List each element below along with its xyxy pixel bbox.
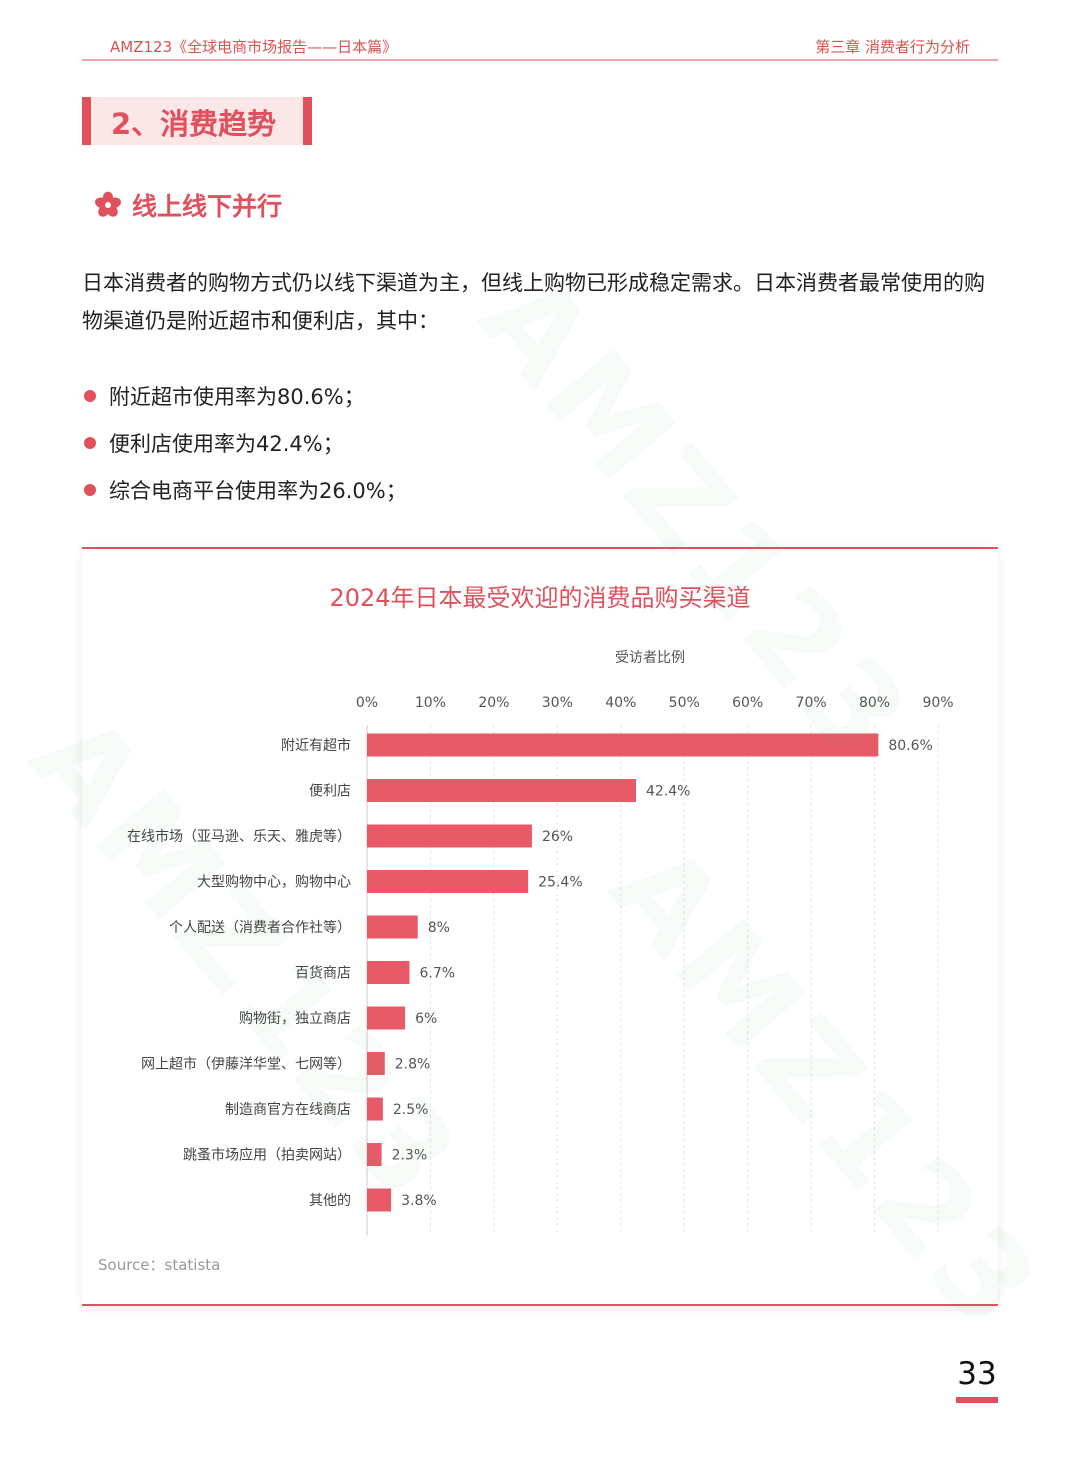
y-category-label: 购物街，独立商店 bbox=[239, 1011, 351, 1027]
page-number-underline bbox=[956, 1397, 998, 1403]
bar-value-label: 80.6% bbox=[888, 738, 932, 754]
bar-value-label: 2.8% bbox=[395, 1057, 431, 1073]
y-category-label: 网上超市（伊藤洋华堂、七网等） bbox=[141, 1056, 351, 1073]
header-chapter-title: 第三章 消费者行为分析 bbox=[815, 38, 970, 56]
bar-chart: 2024年日本最受欢迎的消费品购买渠道 受访者比例 0% 10% 20% 30% 40%… bbox=[98, 584, 954, 1274]
chart-title: 2024年日本最受欢迎的消费品购买渠道 bbox=[329, 584, 750, 612]
y-category-label: 其他的 bbox=[309, 1193, 351, 1209]
bar-value-label: 25.4% bbox=[538, 875, 582, 891]
bar-value-label: 6% bbox=[415, 1011, 437, 1027]
x-tick-label: 80% bbox=[859, 695, 890, 711]
y-category-label: 制造商官方在线商店 bbox=[225, 1102, 351, 1118]
bullet-dot bbox=[84, 436, 96, 449]
chart-source: Source：statista bbox=[98, 1256, 220, 1274]
x-tick-label: 0% bbox=[356, 695, 378, 711]
bar bbox=[367, 1006, 406, 1030]
bar-value-label: 3.8% bbox=[401, 1193, 437, 1209]
bullet-text: 便利店使用率为42.4%； bbox=[109, 431, 344, 456]
bar-value-label: 2.3% bbox=[392, 1148, 428, 1164]
bar bbox=[367, 1052, 385, 1075]
bullet-list: 附近超市使用率为80.6%； 便利店使用率为42.4%； 综合电商平台使用率为2… bbox=[84, 372, 407, 513]
chart-card: 2024年日本最受欢迎的消费品购买渠道 受访者比例 0% 10% 20% 30% 40%… bbox=[82, 547, 998, 1306]
bar bbox=[367, 824, 532, 848]
list-item: 便利店使用率为42.4%； bbox=[84, 419, 407, 466]
y-category-label: 大型购物中心，购物中心 bbox=[197, 875, 351, 891]
sakura-flower-icon bbox=[95, 191, 121, 217]
y-category-label: 百货商店 bbox=[295, 965, 351, 982]
bar bbox=[367, 870, 529, 893]
x-tick-label: 50% bbox=[669, 695, 700, 711]
bar bbox=[367, 1188, 392, 1212]
bar-value-label: 42.4% bbox=[646, 784, 690, 800]
bar-value-label: 8% bbox=[428, 920, 450, 936]
bullet-text: 附近超市使用率为80.6%； bbox=[109, 384, 365, 409]
subheading: 线上线下并行 bbox=[94, 188, 282, 222]
page-number: 33 bbox=[957, 1356, 997, 1392]
section-title-box: 2、消费趋势 bbox=[82, 97, 312, 145]
y-category-label: 附近有超市 bbox=[281, 737, 351, 754]
bullet-dot bbox=[84, 389, 96, 402]
bar bbox=[367, 961, 410, 984]
y-category-label: 跳蚤市场应用（拍卖网站） bbox=[183, 1147, 351, 1164]
y-category-label: 便利店 bbox=[309, 784, 351, 800]
bar bbox=[367, 1143, 382, 1166]
section-title: 2、消费趋势 bbox=[111, 107, 277, 141]
subheading-text: 线上线下并行 bbox=[132, 192, 283, 221]
list-item: 综合电商平台使用率为26.0%； bbox=[84, 466, 407, 513]
bar bbox=[367, 915, 418, 939]
x-tick-label: 40% bbox=[605, 695, 636, 711]
list-item: 附近超市使用率为80.6%； bbox=[84, 372, 407, 419]
y-category-label: 个人配送（消费者合作社等） bbox=[169, 919, 351, 936]
x-tick-label: 70% bbox=[796, 695, 827, 711]
x-tick-label: 60% bbox=[732, 695, 763, 711]
bullet-dot bbox=[84, 483, 96, 496]
y-category-label: 在线市场（亚马逊、乐天、雅虎等） bbox=[127, 828, 351, 845]
x-axis-label: 受访者比例 bbox=[615, 650, 685, 666]
x-tick-label: 90% bbox=[922, 695, 953, 711]
bullet-text: 综合电商平台使用率为26.0%； bbox=[109, 478, 407, 503]
header-report-title: AMZ123《全球电商市场报告——日本篇》 bbox=[110, 38, 398, 56]
bar-value-label: 6.7% bbox=[420, 966, 456, 982]
header-divider bbox=[82, 59, 998, 61]
x-tick-label: 10% bbox=[415, 695, 446, 711]
x-tick-label: 30% bbox=[542, 695, 573, 711]
bar bbox=[367, 779, 637, 802]
x-tick-label: 20% bbox=[478, 695, 509, 711]
bar-value-label: 2.5% bbox=[393, 1102, 429, 1118]
bar-value-label: 26% bbox=[542, 829, 573, 845]
bar bbox=[367, 733, 879, 757]
bar bbox=[367, 1097, 383, 1121]
intro-paragraph: 日本消费者的购物方式仍以线下渠道为主，但线上购物已形成稳定需求。日本消费者最常使… bbox=[82, 271, 985, 333]
